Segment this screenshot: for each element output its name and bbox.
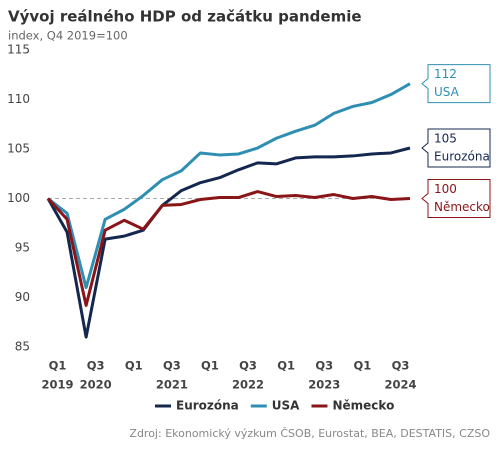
x-tick-label: Q3 [87, 359, 105, 373]
legend-label: Německo [332, 399, 394, 413]
x-tick-label: Q1 [125, 359, 143, 373]
x-tick-label: Q3 [315, 359, 333, 373]
x-tick-label: Q1 [49, 359, 67, 373]
series-line [47, 82, 411, 290]
end-label-box [421, 128, 491, 168]
series-line [46, 146, 411, 339]
y-tick-label: 100 [7, 191, 30, 205]
end-label: 100 Německo [421, 179, 491, 218]
y-tick-label: 90 [15, 290, 30, 304]
end-label-name: Eurozóna [434, 150, 490, 164]
end-label-value: 100 [434, 182, 457, 196]
x-year-label: 2023 [308, 378, 340, 392]
y-tick-label: 110 [7, 92, 30, 106]
end-label-value: 112 [434, 67, 457, 81]
legend-label: Eurozóna [176, 399, 239, 413]
x-year-label: 2024 [384, 378, 416, 392]
chart-title: Vývoj reálného HDP od začátku pandemie [8, 8, 362, 26]
end-label-name: Německo [434, 200, 490, 214]
x-tick-label: Q1 [277, 359, 295, 373]
end-label: 112 USA [421, 64, 491, 104]
x-year-label: 2022 [232, 378, 264, 392]
legend-label: USA [272, 399, 300, 413]
x-tick-label: Q3 [239, 359, 257, 373]
end-label: 105 Eurozóna [421, 128, 491, 168]
source: Zdroj: Ekonomický výzkum ČSOB, Eurostat,… [129, 427, 490, 440]
chart-subtitle: index, Q4 2019=100 [8, 29, 128, 43]
x-tick-label: Q1 [201, 359, 219, 373]
y-tick-label: 85 [15, 340, 30, 354]
x-tick-label: Q1 [353, 359, 371, 373]
end-label-box [421, 64, 491, 104]
x-tick-label: Q3 [392, 359, 410, 373]
x-tick-label: Q3 [163, 359, 181, 373]
y-tick-label: 95 [15, 241, 30, 255]
x-year-label: 2020 [80, 378, 112, 392]
x-year-label: 2021 [156, 378, 188, 392]
end-label-box [421, 179, 491, 218]
end-label-name: USA [434, 85, 460, 99]
y-tick-label: 105 [7, 142, 30, 156]
series-line [46, 190, 411, 307]
y-tick-label: 115 [7, 43, 30, 57]
end-label-value: 105 [434, 132, 457, 146]
x-year-label: 2019 [42, 378, 74, 392]
